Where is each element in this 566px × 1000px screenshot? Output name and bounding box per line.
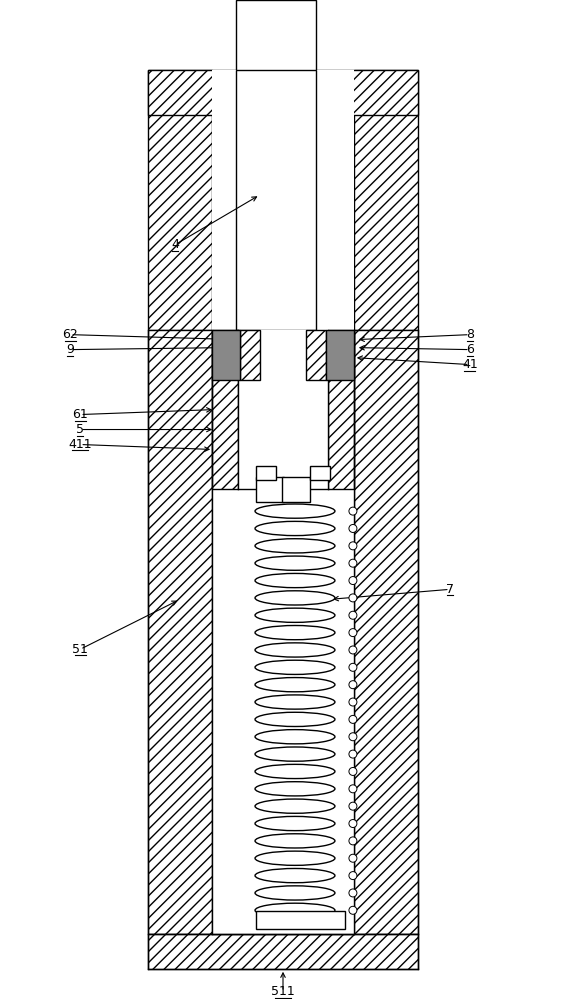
Text: 4: 4 (171, 238, 179, 251)
Circle shape (349, 577, 357, 585)
Text: 41: 41 (462, 358, 478, 371)
Circle shape (349, 559, 357, 567)
Bar (212, 330, 354, 934)
Circle shape (349, 646, 357, 654)
Circle shape (349, 750, 357, 758)
Circle shape (349, 785, 357, 793)
Text: 511: 511 (271, 985, 295, 998)
Bar (212, 330, 238, 489)
Bar (306, 330, 326, 380)
Ellipse shape (255, 678, 335, 692)
Bar (148, 70, 212, 330)
Text: 411: 411 (68, 438, 92, 451)
Ellipse shape (255, 799, 335, 813)
Ellipse shape (255, 764, 335, 779)
Bar (282, 477, 310, 502)
Text: 7: 7 (446, 583, 454, 596)
Bar (238, 330, 328, 489)
Text: 6: 6 (466, 343, 474, 356)
Circle shape (349, 629, 357, 637)
Circle shape (349, 733, 357, 741)
Ellipse shape (255, 782, 335, 796)
Circle shape (349, 767, 357, 775)
Bar (256, 466, 276, 480)
Bar (212, 330, 240, 380)
Circle shape (349, 889, 357, 897)
Bar (240, 330, 260, 380)
Circle shape (349, 820, 357, 828)
Circle shape (349, 698, 357, 706)
Circle shape (349, 802, 357, 810)
Circle shape (349, 663, 357, 671)
Bar (316, 115, 354, 330)
Text: 9: 9 (66, 343, 74, 356)
Text: 62: 62 (62, 328, 78, 341)
Bar (236, 0, 316, 75)
Ellipse shape (255, 643, 335, 657)
Bar (236, 70, 316, 330)
Bar (212, 115, 236, 330)
Bar (328, 330, 354, 489)
Circle shape (349, 681, 357, 689)
Bar (148, 70, 418, 115)
Ellipse shape (255, 903, 335, 917)
Bar (326, 330, 354, 380)
Bar (256, 911, 345, 929)
Ellipse shape (255, 539, 335, 553)
Ellipse shape (255, 730, 335, 744)
Bar (148, 330, 212, 934)
Ellipse shape (255, 591, 335, 605)
Ellipse shape (255, 886, 335, 900)
Bar (354, 70, 418, 330)
Ellipse shape (255, 573, 335, 588)
Ellipse shape (255, 695, 335, 709)
Ellipse shape (255, 521, 335, 536)
Circle shape (349, 715, 357, 723)
Bar (212, 70, 354, 115)
Circle shape (349, 854, 357, 862)
Text: 61: 61 (72, 408, 88, 421)
Circle shape (349, 872, 357, 880)
Bar (354, 330, 418, 934)
Ellipse shape (255, 556, 335, 570)
Circle shape (349, 524, 357, 532)
Circle shape (349, 542, 357, 550)
Circle shape (349, 906, 357, 914)
Ellipse shape (255, 816, 335, 831)
Ellipse shape (255, 851, 335, 865)
Ellipse shape (255, 608, 335, 622)
Ellipse shape (255, 834, 335, 848)
Circle shape (349, 594, 357, 602)
Ellipse shape (255, 712, 335, 727)
Bar (148, 934, 418, 969)
Ellipse shape (255, 747, 335, 761)
Bar (310, 466, 330, 480)
Text: 8: 8 (466, 328, 474, 341)
Circle shape (349, 611, 357, 619)
Ellipse shape (255, 868, 335, 883)
Ellipse shape (255, 625, 335, 640)
Text: 51: 51 (72, 643, 88, 656)
Circle shape (349, 507, 357, 515)
Text: 5: 5 (76, 423, 84, 436)
Ellipse shape (255, 504, 335, 518)
Circle shape (349, 837, 357, 845)
Bar (256, 477, 284, 502)
Ellipse shape (255, 660, 335, 674)
